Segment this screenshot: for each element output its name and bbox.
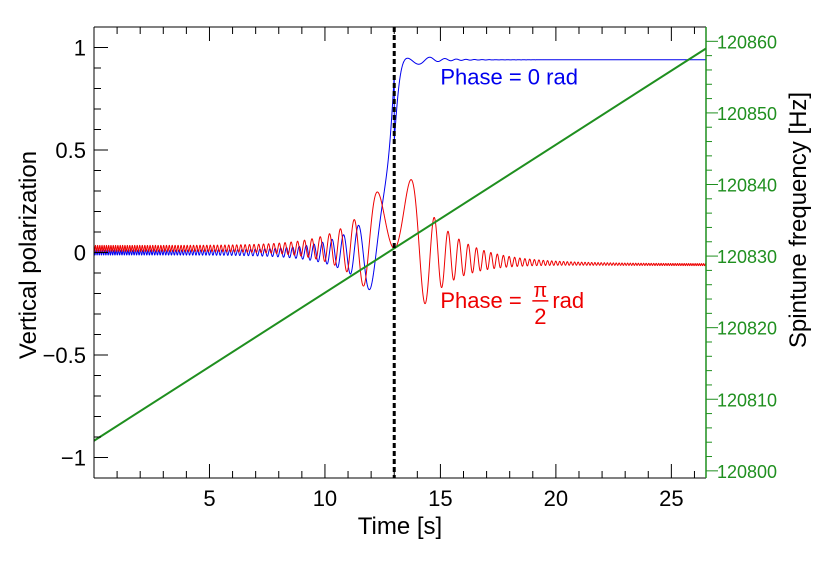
annotation-phase-0: Phase = 0 rad [440, 64, 578, 89]
y-tick-label: 1 [74, 36, 86, 61]
series-spintune-line [93, 47, 707, 442]
y-right-tick-label: 120820 [717, 319, 777, 339]
y-right-tick-label: 120860 [717, 32, 777, 52]
y-tick-label: 0.5 [55, 138, 86, 163]
y-axis-title: Vertical polarization [15, 151, 42, 359]
x-tick-label: 5 [203, 486, 215, 511]
series-phase-pi2-line [93, 179, 707, 305]
y-tick-label: −1 [61, 446, 86, 471]
annotation-fraction-numerator: π [533, 280, 547, 302]
y-right-tick-label: 120800 [717, 462, 777, 482]
series-phase-0-line [93, 56, 706, 291]
x-tick-label: 20 [544, 486, 568, 511]
traces-layer [93, 27, 707, 478]
y-right-tick-label: 120840 [717, 175, 777, 195]
x-tick-label: 15 [428, 486, 452, 511]
x-tick-label: 10 [313, 486, 337, 511]
axes-layer: 5 10 15 20 25 −1 −0.5 0 0.5 1 120800 120810 120820 12… [15, 26, 812, 540]
y-tick-label: −0.5 [43, 343, 86, 368]
y-right-tick-label: 120850 [717, 104, 777, 124]
y-right-axis-title: Spintune frequency [Hz] [785, 92, 812, 348]
annotation-phase-pi2-suffix: rad [552, 288, 584, 313]
x-axis-title: Time [s] [358, 513, 442, 540]
x-tick-label: 25 [659, 486, 683, 511]
y-right-tick-label: 120830 [717, 247, 777, 267]
annotation-phase-pi2-prefix: Phase = [440, 288, 521, 313]
y-tick-label: 0 [74, 241, 86, 266]
y-right-tick-label: 120810 [717, 390, 777, 410]
annotation-fraction-denominator: 2 [534, 304, 546, 329]
